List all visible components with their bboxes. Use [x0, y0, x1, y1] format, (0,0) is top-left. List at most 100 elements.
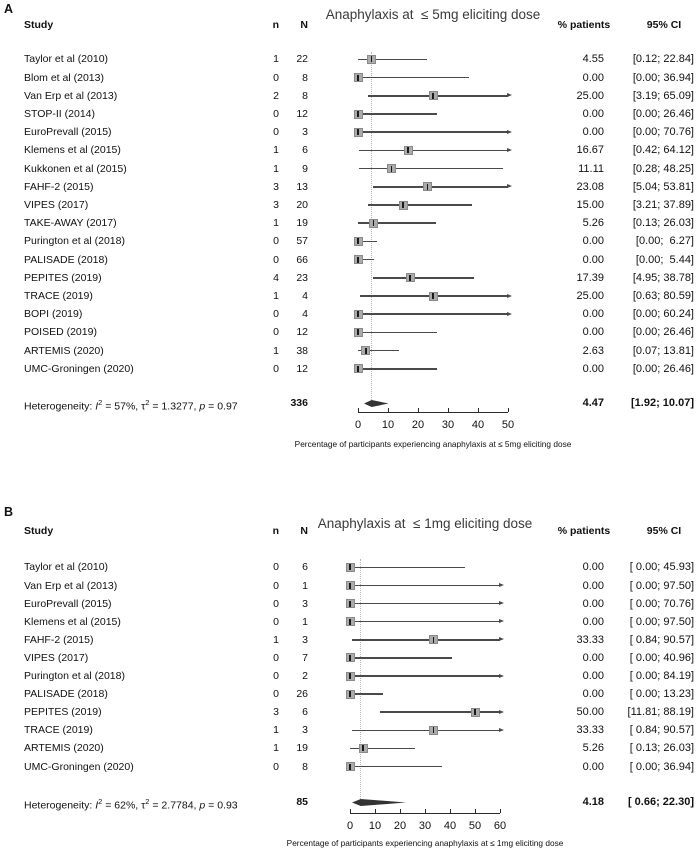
- N-value: 8: [302, 71, 308, 84]
- study-name: Purington et al (2018): [24, 670, 125, 682]
- study-name: Kukkonen et al (2015): [24, 162, 127, 175]
- study-row: UMC-Groningen (2020) 0 12 0.00 [0.00; 26.46]: [0, 360, 697, 378]
- study-name: Blom et al (2013): [24, 71, 104, 84]
- ci-value: [0.63; 80.59]: [632, 290, 694, 302]
- n-value: 0: [273, 651, 279, 664]
- stat-p-value: = 0.97: [205, 400, 238, 413]
- x-axis-line: [350, 813, 500, 814]
- point-square: [428, 291, 438, 301]
- point-estimate-tick: [362, 745, 364, 752]
- n-value: 0: [273, 579, 279, 592]
- point-estimate-tick: [357, 74, 359, 81]
- ci-value: [ 0.84; 90.57]: [629, 633, 694, 646]
- dotted-reference-line: [370, 52, 372, 404]
- ci-value: [4.95; 38.78]: [632, 271, 694, 284]
- N-value: 66: [296, 253, 308, 266]
- ci-line: [350, 584, 500, 587]
- arrowhead: [499, 601, 504, 606]
- axis-tick-label: 20: [393, 820, 407, 832]
- study-row: Kukkonen et al (2015) 1 9 11.11 [0.28; 48.25…: [0, 160, 697, 178]
- n-value: 0: [273, 326, 279, 339]
- ci-line: [373, 186, 508, 188]
- N-value: 9: [302, 162, 308, 175]
- point-estimate-tick: [474, 709, 476, 716]
- study-row: POISED (2019) 0 12 0.00 [0.00; 26.46]: [0, 323, 697, 341]
- ci-line: [352, 639, 500, 641]
- study-row: Taylor et al (2010) 1 22 4.55 [0.12; 22.84]: [0, 50, 697, 68]
- stat-i2-value: = 57%,: [102, 400, 142, 413]
- N-value: 57: [296, 235, 308, 248]
- point-estimate-tick: [349, 654, 351, 661]
- axis-tick-label: 10: [368, 820, 382, 832]
- point-estimate-tick: [426, 183, 428, 190]
- ci-line: [358, 349, 400, 352]
- ci-value: [ 0.00; 97.50]: [629, 615, 694, 628]
- heterogeneity-label: Heterogeneity:: [24, 400, 96, 413]
- ci-value: [0.00; 26.46]: [632, 326, 694, 339]
- n-value: 1: [273, 144, 279, 157]
- study-row: FAHF-2 (2015) 3 13 23.08 [5.04; 53.81]: [0, 178, 697, 196]
- study-row: Van Erp et al (2013) 0 1 0.00 [ 0.00; 97.50]: [0, 577, 697, 595]
- pct-value: 0.00: [582, 561, 604, 574]
- ci-value: [5.04; 53.81]: [632, 180, 694, 193]
- study-name: TAKE-AWAY (2017): [24, 217, 117, 230]
- n-value: 0: [273, 561, 279, 574]
- ci-value: [0.00; 26.46]: [632, 108, 694, 120]
- N-value: 6: [302, 561, 308, 574]
- study-name: FAHF-2 (2015): [24, 633, 94, 646]
- study-row: BOPI (2019) 0 4 0.00 [0.00; 60.24]: [0, 305, 697, 323]
- column-header-pct: % patients: [557, 19, 611, 31]
- point-estimate-tick: [407, 147, 409, 154]
- point-square: [358, 743, 368, 753]
- arrowhead: [507, 184, 512, 189]
- stat-i2-value: = 62%,: [102, 799, 142, 812]
- ci-value: [0.00; 36.94]: [632, 71, 694, 84]
- point-estimate-tick: [349, 691, 351, 698]
- point-square: [470, 707, 480, 717]
- point-square: [428, 635, 438, 645]
- ci-line: [350, 620, 500, 623]
- point-estimate-tick: [432, 92, 434, 99]
- ci-value: [0.00; 70.76]: [632, 126, 694, 139]
- pct-value: 0.00: [582, 579, 604, 592]
- heterogeneity-text: Heterogeneity: I2 = 57%, τ2 = 1.3277, p …: [24, 394, 238, 416]
- study-row: Van Erp et al (2013) 2 8 25.00 [3.19; 65.09]: [0, 87, 697, 105]
- n-value: 1: [273, 633, 279, 646]
- axis-tick-label: 30: [418, 820, 432, 832]
- pct-value: 33.33: [576, 633, 604, 646]
- ci-line: [358, 368, 438, 370]
- point-estimate-tick: [373, 220, 375, 227]
- N-value: 3: [302, 597, 308, 610]
- N-value: 38: [296, 344, 308, 357]
- study-name: UMC-Groningen (2020): [24, 760, 134, 773]
- stat-i2-sup: 2: [98, 398, 103, 407]
- n-value: 1: [273, 344, 279, 357]
- pct-value: 4.55: [582, 53, 604, 66]
- ci-line: [350, 765, 443, 768]
- N-value: 26: [296, 688, 308, 701]
- n-value: 0: [273, 362, 279, 375]
- study-name: VIPES (2017): [24, 199, 89, 211]
- arrowhead: [499, 637, 504, 642]
- ci-value: [0.00; 60.24]: [632, 308, 694, 321]
- ci-value: [ 0.00; 84.19]: [629, 670, 694, 682]
- study-name: Taylor et al (2010): [24, 53, 109, 66]
- study-row: TRACE (2019) 1 3 33.33 [ 0.84; 90.57]: [0, 721, 697, 739]
- point-estimate-tick: [390, 165, 393, 172]
- point-square: [345, 689, 355, 699]
- pct-value: 17.39: [576, 271, 604, 284]
- ci-value: [3.19; 65.09]: [632, 89, 694, 102]
- point-square: [353, 255, 363, 265]
- ci-line: [358, 240, 377, 243]
- pooled-pct: 4.18: [582, 796, 604, 808]
- pooled-pct: 4.47: [582, 397, 604, 409]
- pct-value: 0.00: [582, 326, 604, 339]
- ci-line: [358, 76, 469, 79]
- study-row: VIPES (2017) 3 20 15.00 [3.21; 37.89]: [0, 196, 697, 214]
- n-value: 0: [273, 670, 279, 682]
- n-value: 0: [273, 235, 279, 248]
- ci-value: [0.07; 13.81]: [632, 344, 694, 357]
- N-value: 12: [296, 362, 308, 375]
- panel-a-title: Anaphylaxis at ≤ 5mg eliciting dose: [325, 7, 541, 22]
